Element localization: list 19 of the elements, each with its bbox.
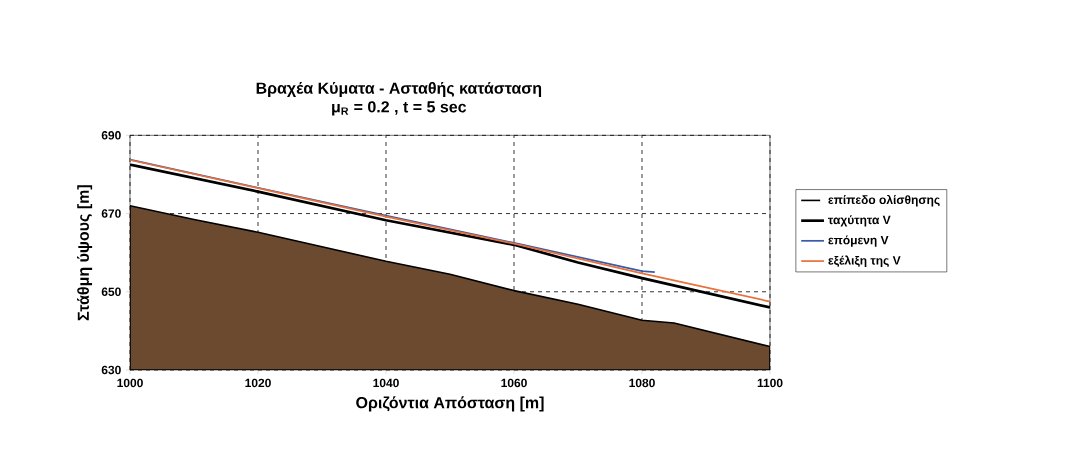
legend-label: επίπεδο ολίσθησης <box>828 194 940 207</box>
legend-label: εξέλιξη της V <box>828 255 901 268</box>
y-tick-label: 630 <box>101 365 121 375</box>
y-axis-title: Στάθμη ύψους [m] <box>77 185 93 321</box>
line-series <box>130 158 656 274</box>
y-tick-label: 670 <box>101 209 121 218</box>
chart-subtitle: μ$_{R}$ = 0.2 , t = 5 sec <box>332 101 467 116</box>
x-tick-label: 1100 <box>757 378 783 388</box>
x-tick-label: 1040 <box>373 378 399 388</box>
chart-title: Βραχέα Κύματα - Ασταθής κατάσταση <box>256 81 542 97</box>
legend-label: επόμενη V <box>828 235 889 247</box>
x-tick-label: 1060 <box>501 378 527 388</box>
y-tick-label: 650 <box>101 287 121 297</box>
x-tick-label: 1080 <box>629 378 655 388</box>
x-axis-title: Οριζόντια Απόσταση [m] <box>356 396 544 412</box>
y-tick-label: 690 <box>101 131 121 140</box>
x-tick-label: 1000 <box>117 378 143 388</box>
x-tick-label: 1020 <box>245 378 271 388</box>
legend-label: ταχύτητα V <box>828 215 891 227</box>
